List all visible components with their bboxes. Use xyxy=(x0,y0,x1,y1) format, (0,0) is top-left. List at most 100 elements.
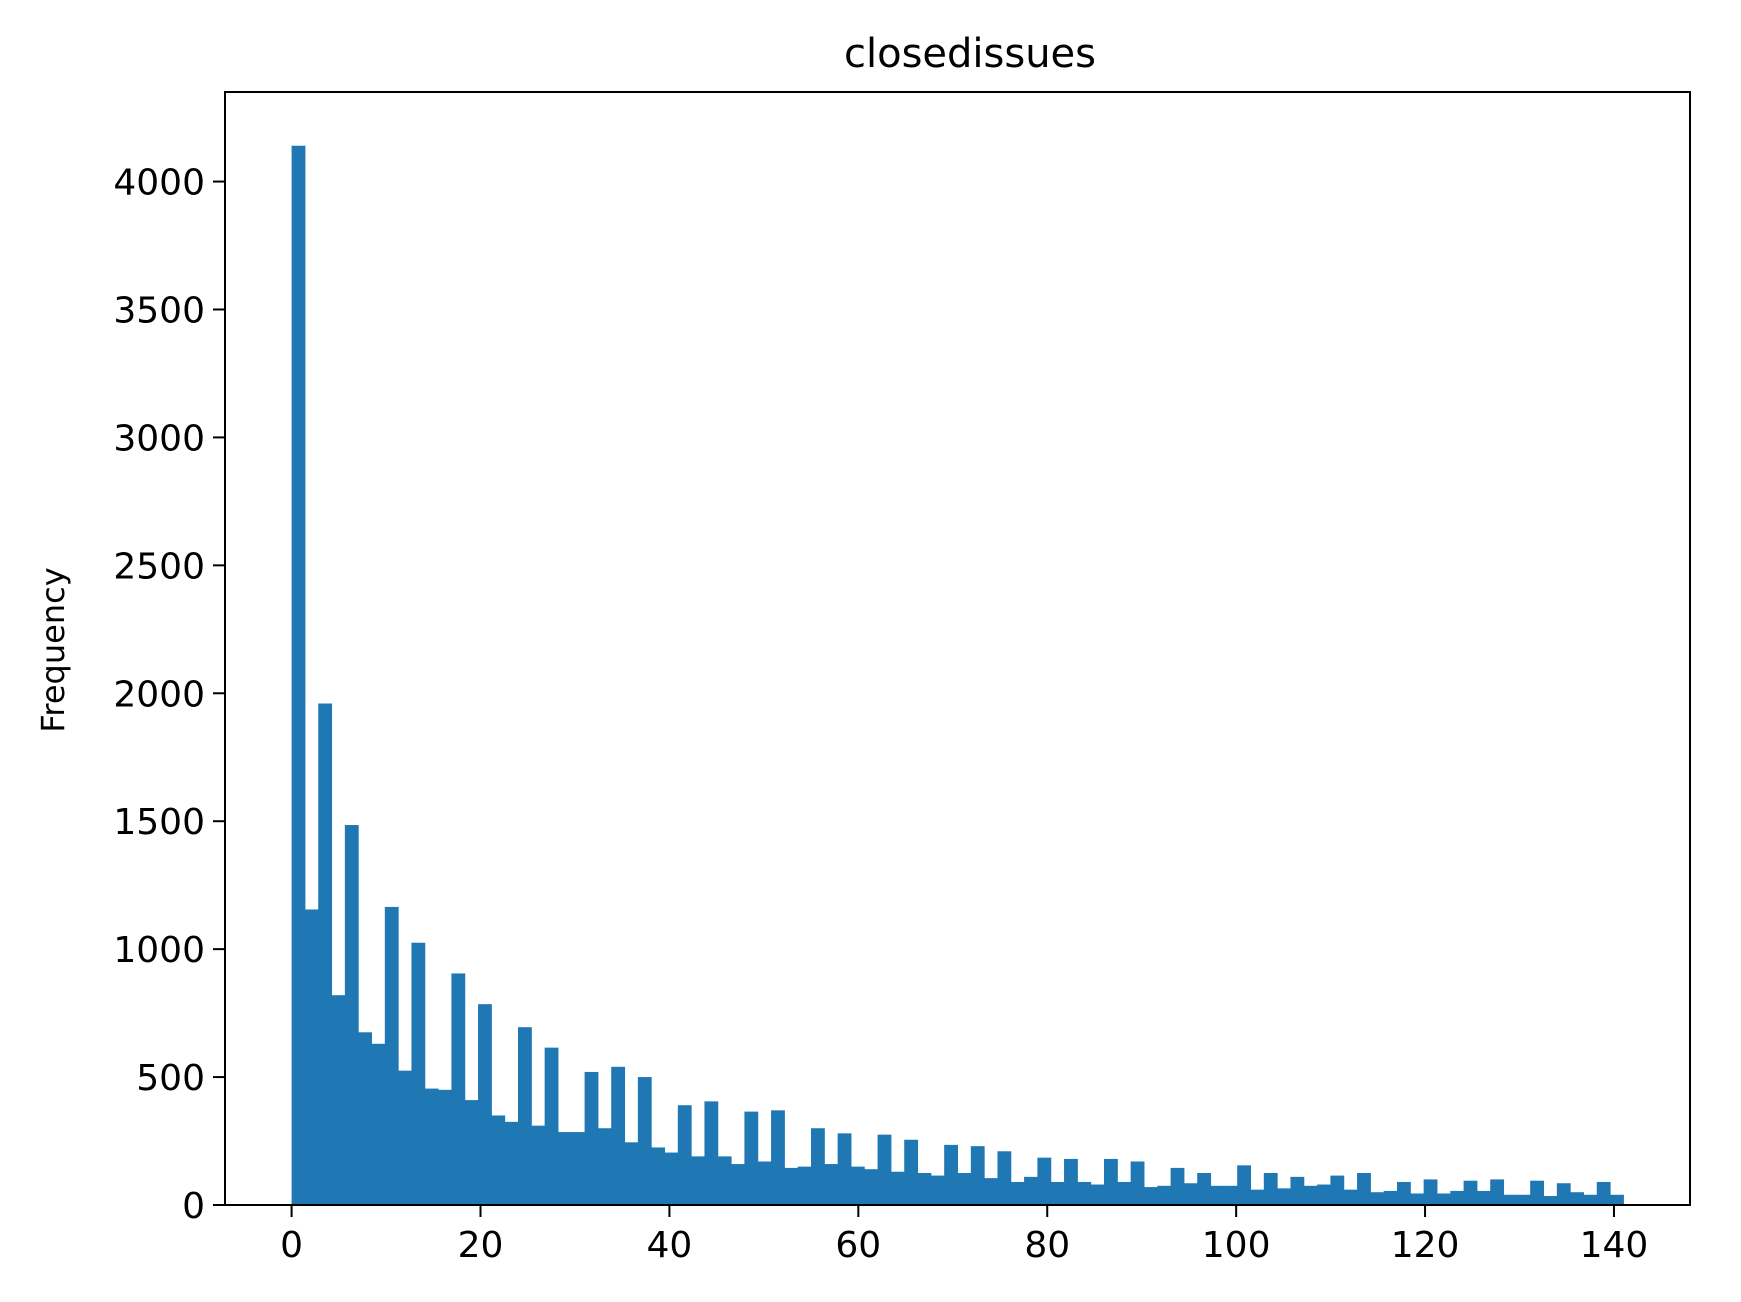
histogram-bar xyxy=(664,1152,679,1205)
histogram-bar xyxy=(478,1004,492,1205)
histogram-bar xyxy=(651,1147,665,1205)
histogram-bar xyxy=(970,1146,985,1205)
y-tick-label: 3500 xyxy=(113,290,205,331)
histogram-bar xyxy=(1530,1180,1544,1205)
bars-group xyxy=(291,145,1624,1206)
histogram-bar xyxy=(771,1110,785,1205)
histogram-bar xyxy=(531,1125,546,1205)
histogram-bar xyxy=(1170,1167,1185,1205)
histogram-bar xyxy=(691,1156,705,1205)
histogram-bar xyxy=(877,1134,892,1205)
histogram-bar xyxy=(1516,1194,1531,1205)
histogram-bar xyxy=(504,1121,519,1205)
histogram-bar xyxy=(917,1173,932,1205)
histogram-bar xyxy=(930,1175,945,1205)
histogram-bar xyxy=(1210,1185,1225,1205)
histogram-bar xyxy=(291,145,306,1206)
y-tick-label: 2500 xyxy=(113,546,205,587)
x-tick-label: 120 xyxy=(1391,1225,1460,1266)
histogram-bar xyxy=(1317,1184,1331,1205)
histogram-bar xyxy=(1037,1157,1052,1205)
histogram-bar xyxy=(544,1047,559,1205)
histogram-bar xyxy=(1223,1185,1238,1205)
histogram-bar xyxy=(451,973,466,1205)
histogram-bar xyxy=(1357,1173,1371,1205)
y-tick-label: 3000 xyxy=(113,418,205,459)
histogram-bar xyxy=(424,1088,439,1205)
histogram-bar xyxy=(731,1164,745,1205)
histogram-bar xyxy=(464,1100,479,1205)
y-tick-label: 500 xyxy=(136,1058,205,1099)
x-tick-label: 0 xyxy=(280,1225,303,1266)
histogram-bar xyxy=(597,1128,612,1205)
histogram-bar xyxy=(358,1032,372,1205)
histogram-bar xyxy=(1130,1161,1145,1205)
histogram-bar xyxy=(811,1128,825,1205)
histogram-bar xyxy=(1183,1183,1198,1205)
y-tick-label: 1500 xyxy=(113,802,205,843)
x-tick-label: 20 xyxy=(458,1225,504,1266)
x-tick-label: 60 xyxy=(835,1225,881,1266)
x-tick-label: 40 xyxy=(647,1225,693,1266)
histogram-bar xyxy=(491,1115,506,1205)
histogram-bar xyxy=(1450,1190,1465,1205)
histogram-bar xyxy=(1290,1176,1305,1205)
histogram-bar xyxy=(704,1101,719,1205)
histogram-bar xyxy=(1476,1190,1491,1205)
histogram-bar xyxy=(1237,1165,1251,1205)
histogram-bar xyxy=(1250,1189,1265,1205)
histogram-bar xyxy=(997,1151,1012,1205)
histogram-bar xyxy=(984,1178,998,1205)
y-axis-label: Frequency xyxy=(34,567,72,732)
histogram-bar xyxy=(824,1164,839,1205)
histogram-bar xyxy=(611,1066,626,1205)
histogram-bar xyxy=(304,909,319,1205)
histogram-bar xyxy=(1330,1175,1345,1205)
histogram-bar xyxy=(797,1166,812,1205)
histogram-bar xyxy=(398,1070,412,1205)
histogram-bar xyxy=(1117,1181,1132,1205)
histogram-bar xyxy=(677,1105,692,1205)
histogram-bar xyxy=(784,1167,799,1205)
histogram-bar xyxy=(1503,1194,1518,1205)
chart-title: closedissues xyxy=(844,31,1096,77)
histogram-bar xyxy=(318,703,333,1205)
histogram-bar xyxy=(1556,1183,1571,1205)
histogram-bar xyxy=(1077,1181,1092,1205)
histogram-bar xyxy=(1596,1181,1611,1205)
histogram-bar xyxy=(1064,1158,1078,1205)
y-tick-label: 0 xyxy=(182,1186,205,1227)
histogram-bar xyxy=(411,942,426,1205)
histogram-bar xyxy=(904,1139,919,1205)
histogram-bar xyxy=(1303,1185,1318,1205)
histogram-bar xyxy=(1263,1173,1278,1205)
histogram-bar xyxy=(384,906,399,1205)
histogram-bar xyxy=(1570,1192,1584,1205)
histogram-bar xyxy=(1370,1192,1385,1205)
histogram-bar xyxy=(1050,1181,1065,1205)
histogram-bar xyxy=(438,1089,452,1205)
histogram-bar xyxy=(717,1156,732,1205)
histogram-bar xyxy=(944,1144,958,1205)
histogram-bar xyxy=(331,995,346,1205)
histogram-bar xyxy=(1197,1173,1212,1205)
histogram-bar xyxy=(1397,1181,1411,1205)
x-axis: 0 20 40 60 80 100 120 140 xyxy=(280,1205,1648,1266)
histogram-bar xyxy=(1157,1185,1172,1205)
histogram-bar xyxy=(1024,1176,1038,1205)
histogram-bar xyxy=(1583,1194,1598,1205)
histogram-bar xyxy=(837,1133,852,1205)
histogram-bar xyxy=(1104,1158,1118,1205)
histogram-bar xyxy=(890,1171,905,1205)
histogram-bar xyxy=(1277,1188,1291,1205)
histogram-bar xyxy=(624,1142,639,1205)
histogram-bar xyxy=(864,1169,879,1205)
plot-frame xyxy=(224,91,1691,1206)
histogram-bar xyxy=(1436,1193,1451,1205)
histogram-bar xyxy=(1490,1179,1505,1205)
histogram-bar xyxy=(1463,1180,1478,1205)
histogram-bar xyxy=(1410,1193,1425,1205)
y-axis: 0 500 1000 1500 2000 2500 3000 3500 4000 xyxy=(113,163,225,1227)
histogram-bar xyxy=(557,1132,572,1205)
